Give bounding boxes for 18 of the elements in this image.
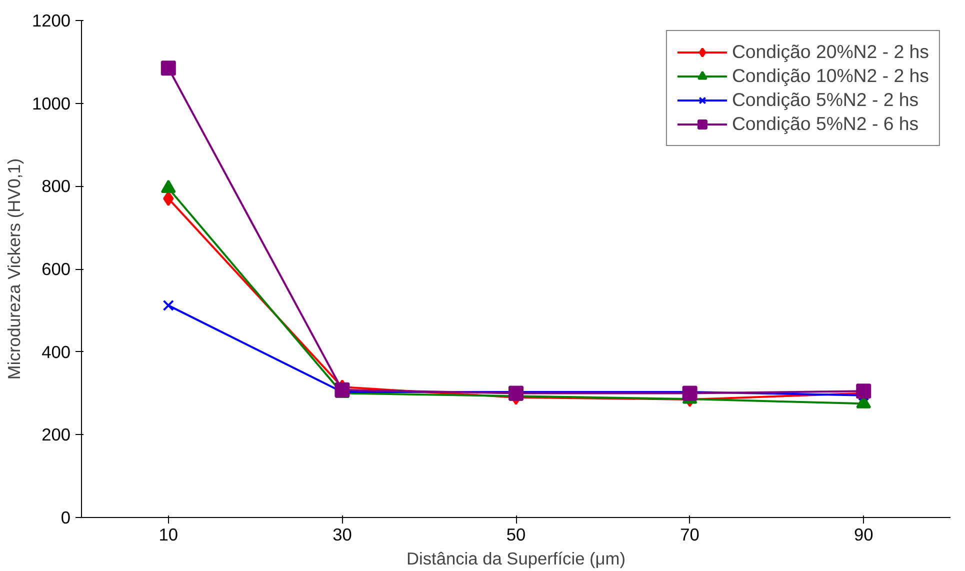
y-tick-label: 0 xyxy=(60,508,71,528)
legend-label: Condição 5%N2 - 6 hs xyxy=(732,113,919,135)
y-tick-label: 400 xyxy=(42,342,71,362)
legend-label: Condição 5%N2 - 2 hs xyxy=(732,89,919,111)
legend-label: Condição 20%N2 - 2 hs xyxy=(732,41,929,63)
y-tick-label: 600 xyxy=(42,259,71,279)
x-tick-label: 10 xyxy=(158,524,178,544)
x-tick-label: 30 xyxy=(332,524,352,544)
x-tick-label: 90 xyxy=(854,524,874,544)
x-tick-label: 70 xyxy=(680,524,700,544)
legend-label: Condição 10%N2 - 2 hs xyxy=(732,65,929,87)
x-tick-label: 50 xyxy=(506,524,526,544)
x-axis-title: Distância da Superfície (μm) xyxy=(406,548,626,568)
y-tick-label: 1000 xyxy=(32,93,71,114)
y-axis-title: Microdureza Vickers (HV0,1) xyxy=(4,158,24,380)
y-tick-label: 800 xyxy=(42,176,71,196)
y-tick-label: 200 xyxy=(42,424,71,445)
y-tick-label: 1200 xyxy=(32,10,71,30)
